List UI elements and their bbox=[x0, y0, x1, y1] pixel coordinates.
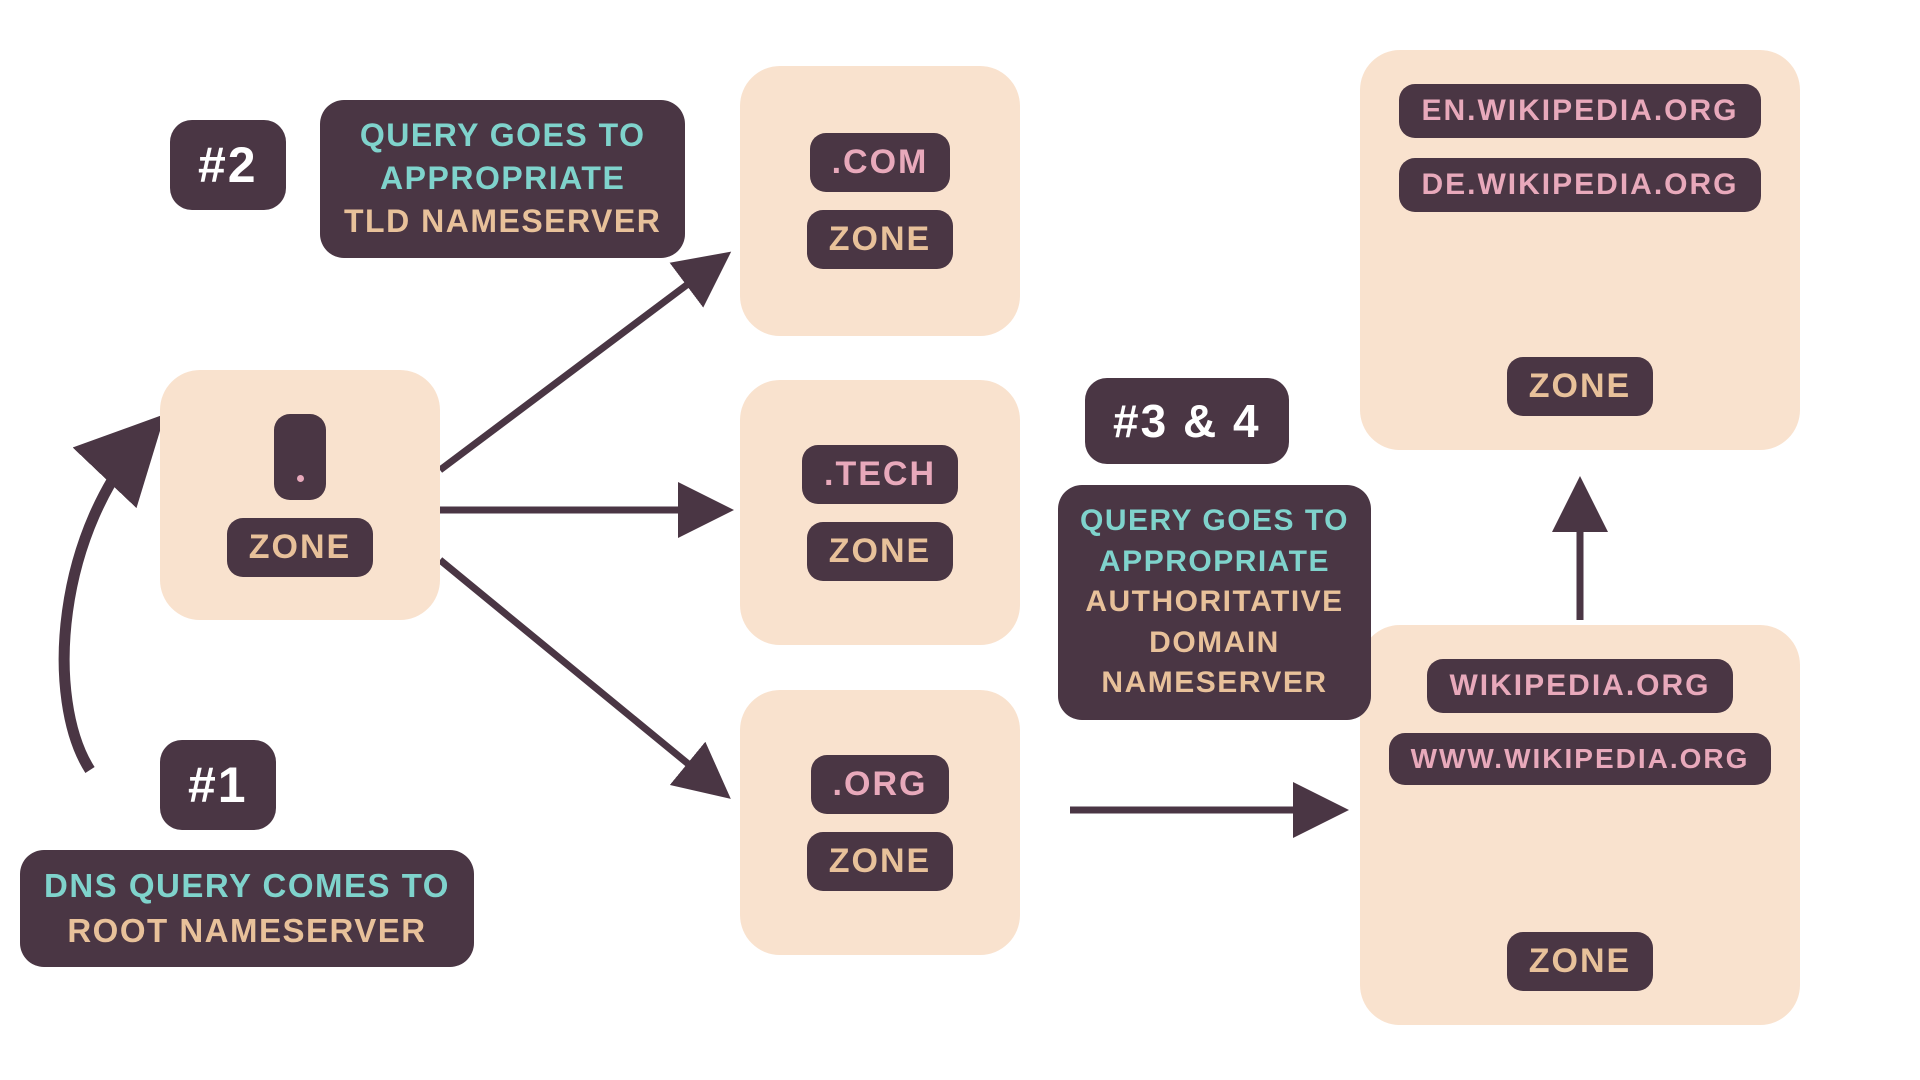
domain-label: EN.WIKIPEDIA.ORG bbox=[1399, 84, 1760, 138]
tech-zone-card: .TECH ZONE bbox=[740, 380, 1020, 645]
domain-label: WWW.WIKIPEDIA.ORG bbox=[1389, 733, 1772, 785]
zone-label: ZONE bbox=[807, 210, 953, 269]
arrow-root-to-org bbox=[440, 560, 720, 790]
step-34-line1: QUERY GOES TO bbox=[1080, 504, 1349, 537]
subdomain-zone-card: EN.WIKIPEDIA.ORG DE.WIKIPEDIA.ORG ZONE bbox=[1360, 50, 1800, 450]
domain-label: DE.WIKIPEDIA.ORG bbox=[1399, 158, 1760, 212]
step-1-line1: DNS QUERY COMES TO bbox=[44, 867, 450, 904]
zone-label: ZONE bbox=[227, 518, 373, 577]
step-34-label: QUERY GOES TO APPROPRIATE AUTHORITATIVE … bbox=[1058, 485, 1371, 720]
step-2-label: QUERY GOES TO APPROPRIATE TLD NAMESERVER bbox=[320, 100, 685, 258]
org-zone-card: .ORG ZONE bbox=[740, 690, 1020, 955]
tld-label: .COM bbox=[810, 133, 951, 192]
step-1-label: DNS QUERY COMES TO ROOT NAMESERVER bbox=[20, 850, 474, 967]
tld-label: .ORG bbox=[811, 755, 950, 814]
step-34-line3: AUTHORITATIVE bbox=[1085, 585, 1343, 618]
zone-label: ZONE bbox=[807, 832, 953, 891]
zone-label: ZONE bbox=[807, 522, 953, 581]
step-34-line5: NAMESERVER bbox=[1101, 666, 1327, 699]
step-2-badge: #2 bbox=[170, 120, 286, 210]
zone-label: ZONE bbox=[1507, 357, 1653, 416]
zone-label: ZONE bbox=[1507, 932, 1653, 991]
step-2-line2: APPROPRIATE bbox=[380, 160, 625, 196]
com-zone-card: .COM ZONE bbox=[740, 66, 1020, 336]
tld-label: .TECH bbox=[802, 445, 958, 504]
step-34-line4: DOMAIN bbox=[1149, 626, 1280, 659]
step-2-line1: QUERY GOES TO bbox=[360, 117, 646, 153]
arrow-entry-curve bbox=[64, 430, 150, 770]
arrow-root-to-com bbox=[440, 260, 720, 470]
root-dot-icon bbox=[274, 414, 326, 500]
root-zone-card: ZONE bbox=[160, 370, 440, 620]
step-34-line2: APPROPRIATE bbox=[1099, 545, 1330, 578]
apex-zone-card: WIKIPEDIA.ORG WWW.WIKIPEDIA.ORG ZONE bbox=[1360, 625, 1800, 1025]
step-34-badge: #3 & 4 bbox=[1085, 378, 1289, 464]
step-2-line3: TLD NAMESERVER bbox=[344, 203, 661, 239]
step-1-line2: ROOT NAMESERVER bbox=[67, 912, 426, 949]
step-1-badge: #1 bbox=[160, 740, 276, 830]
domain-label: WIKIPEDIA.ORG bbox=[1427, 659, 1732, 713]
